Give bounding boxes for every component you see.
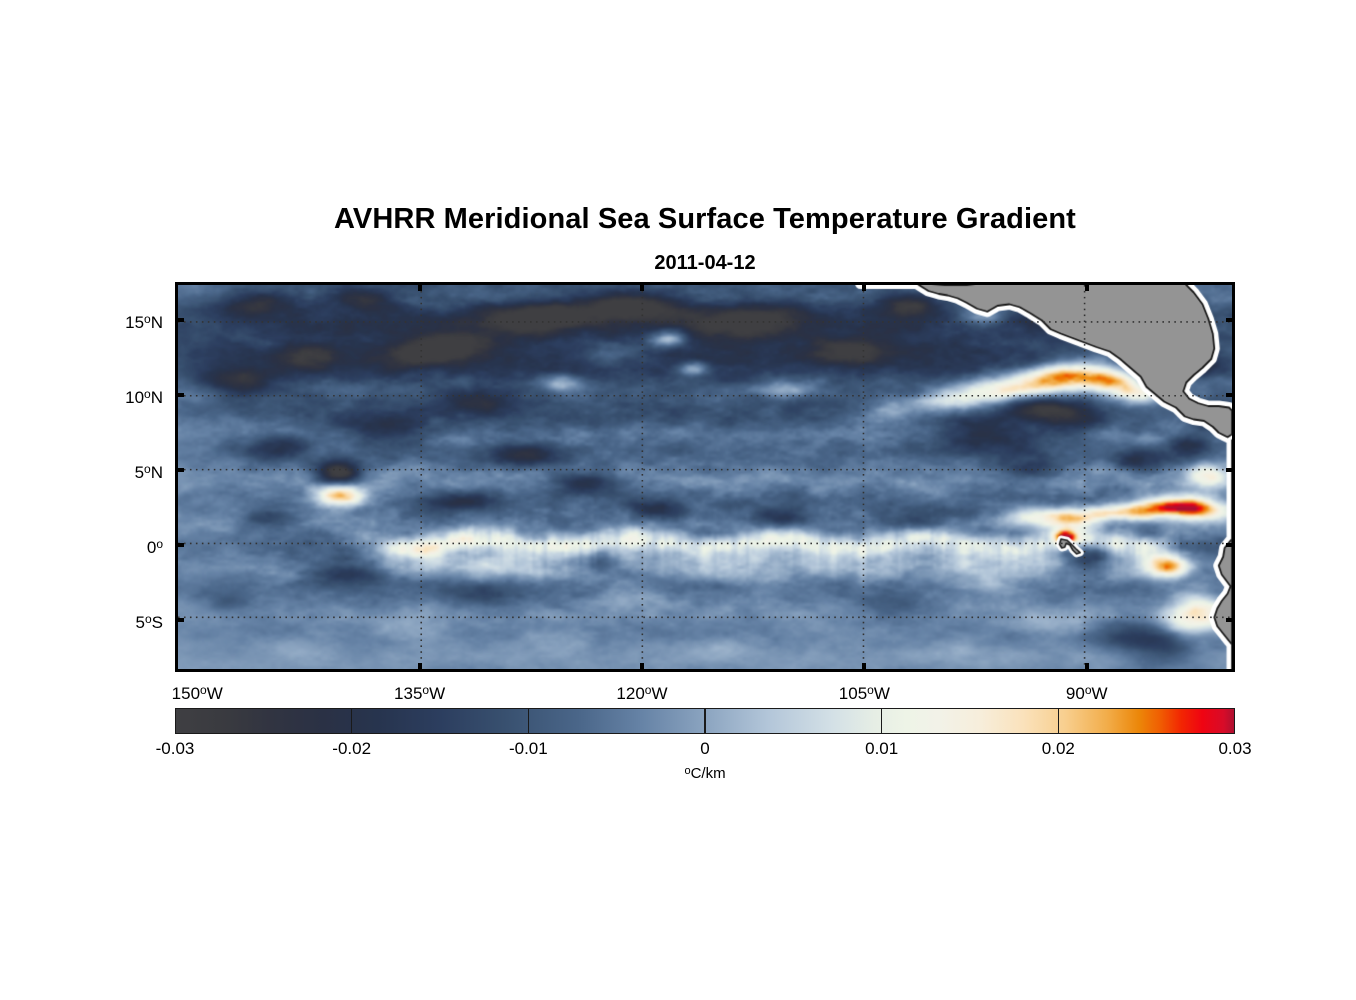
y-tick-hemisphere: N	[150, 387, 163, 407]
page-title: AVHRR Meridional Sea Surface Temperature…	[334, 203, 1076, 235]
colorbar-tick-label-3: 0	[700, 739, 710, 758]
y-tick-value: 10	[125, 387, 145, 407]
y-tick-mark	[175, 317, 184, 322]
x-tick-hemisphere: W	[1091, 684, 1108, 703]
x-tick-mark	[862, 663, 867, 672]
x-tick-label-4: 90oW	[1027, 682, 1147, 702]
degree-symbol: o	[144, 386, 151, 401]
colorbar-tick-mark	[527, 708, 530, 734]
y-tick-mark	[175, 617, 184, 622]
degree-symbol: o	[144, 611, 152, 626]
degree-symbol: o	[644, 683, 652, 697]
x-tick-value: 135	[394, 684, 423, 703]
colorbar-unit-text: C/km	[690, 765, 726, 782]
x-tick-hemisphere: W	[873, 684, 890, 703]
x-tick-value: 90	[1065, 684, 1085, 703]
degree-symbol: o	[684, 765, 691, 777]
y-tick-value: 15	[125, 312, 145, 332]
y-tick-mark	[1226, 617, 1235, 622]
x-tick-mark	[417, 282, 422, 291]
figure-subtitle-date: 2011-04-12	[654, 252, 756, 274]
x-tick-label-3: 105oW	[804, 682, 924, 702]
colorbar-tick-label-1: -0.02	[332, 739, 372, 758]
colorbar-tick-label-2: -0.01	[508, 739, 548, 758]
colorbar-unit-label: oC/km	[175, 763, 1235, 782]
x-tick-hemisphere: W	[206, 684, 223, 703]
colorbar-tick-mark	[704, 708, 706, 734]
colorbar-tick-label-4: 0.01	[865, 739, 899, 758]
sst-gradient-heatmap	[178, 285, 1232, 669]
y-tick-mark	[1226, 542, 1235, 547]
x-tick-mark	[639, 282, 644, 291]
y-tick-label-3: 0o	[53, 536, 163, 556]
y-tick-mark	[175, 467, 184, 472]
x-tick-mark	[639, 663, 644, 672]
colorbar-tick-label-6: 0.03	[1218, 739, 1252, 758]
y-tick-value: 0	[146, 537, 157, 557]
y-tick-label-1: 10oN	[53, 386, 163, 406]
x-tick-label-2: 120oW	[582, 682, 702, 702]
x-tick-mark	[1084, 282, 1089, 291]
colorbar-tick-mark	[880, 708, 883, 734]
degree-symbol: o	[1084, 683, 1092, 697]
y-tick-label-4: 5oS	[53, 611, 164, 632]
degree-symbol: o	[156, 536, 163, 551]
colorbar-tick-mark	[350, 708, 353, 734]
x-tick-value: 105	[838, 684, 868, 703]
x-tick-mark	[862, 282, 867, 291]
y-tick-mark	[1226, 392, 1235, 397]
x-tick-hemisphere: W	[651, 684, 668, 703]
x-tick-label-1: 135oW	[360, 682, 480, 702]
colorbar-tick-mark	[1057, 708, 1060, 734]
y-tick-hemisphere: N	[150, 312, 163, 332]
degree-symbol: o	[144, 461, 151, 476]
y-tick-hemisphere: N	[150, 462, 163, 482]
y-tick-mark	[1226, 467, 1235, 472]
y-tick-hemisphere: S	[151, 612, 163, 632]
x-tick-mark	[1084, 663, 1089, 672]
y-tick-mark	[1226, 317, 1235, 322]
y-tick-label-0: 15oN	[53, 311, 163, 331]
map-overlay-gridlines-coastline	[178, 285, 1232, 669]
degree-symbol: o	[144, 311, 151, 326]
colorbar-tick-label-5: 0.02	[1041, 739, 1075, 758]
y-tick-mark	[175, 542, 184, 547]
y-tick-mark	[175, 392, 184, 397]
y-tick-label-2: 5oN	[53, 461, 163, 481]
x-tick-mark	[417, 663, 422, 672]
degree-symbol: o	[867, 683, 874, 697]
x-tick-value: 150	[171, 684, 201, 703]
y-tick-value: 5	[134, 462, 145, 482]
map-axes	[175, 282, 1235, 672]
x-tick-hemisphere: W	[429, 684, 446, 703]
degree-symbol: o	[422, 683, 430, 697]
x-tick-value: 120	[616, 684, 645, 703]
colorbar-tick-label-0: -0.03	[155, 739, 195, 758]
y-tick-value: 5	[135, 612, 145, 632]
x-tick-label-0: 150oW	[137, 682, 257, 702]
degree-symbol: o	[200, 683, 207, 697]
